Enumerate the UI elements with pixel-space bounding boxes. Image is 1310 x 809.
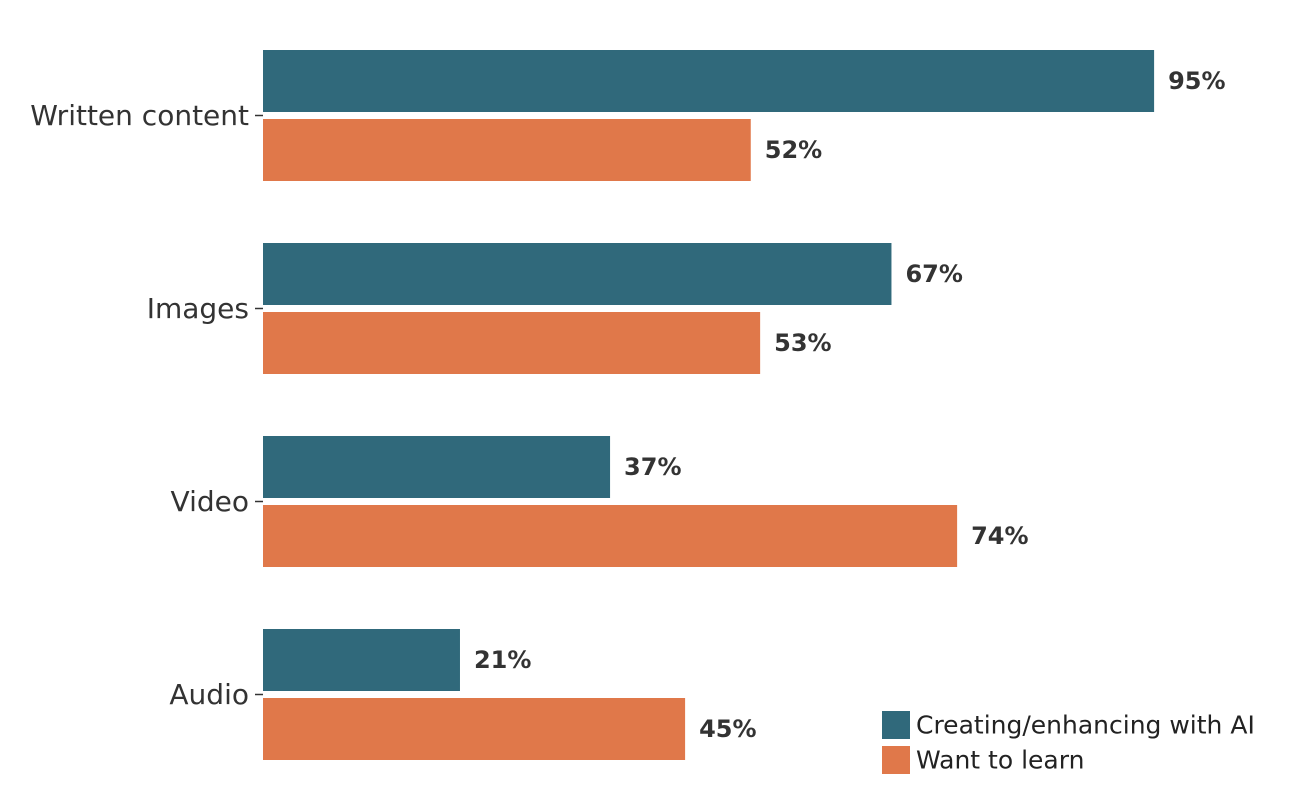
data-label: 74%: [971, 522, 1028, 550]
category-label: Written content: [30, 99, 249, 132]
bar-want-to-learn: [263, 505, 958, 567]
bars-layer: 95% 52% 67% 53% 37% 74% 21% 45%: [263, 50, 1226, 760]
bar-want-to-learn: [263, 119, 751, 181]
bar-creating: [263, 243, 892, 305]
category-label: Video: [171, 485, 249, 518]
bar-creating: [263, 50, 1155, 112]
legend-swatch: [882, 746, 910, 774]
legend-label: Creating/enhancing with AI: [916, 711, 1255, 740]
legend-swatch: [882, 711, 910, 739]
category-label: Images: [147, 292, 249, 325]
category-label: Audio: [169, 678, 249, 711]
data-label: 67%: [905, 260, 962, 288]
data-label: 53%: [774, 329, 831, 357]
data-label: 37%: [624, 453, 681, 481]
bar-creating: [263, 629, 460, 691]
bar-want-to-learn: [263, 312, 761, 374]
data-label: 52%: [765, 136, 822, 164]
data-label: 21%: [474, 646, 531, 674]
legend: Creating/enhancing with AI Want to learn: [882, 711, 1255, 775]
data-label: 45%: [699, 715, 756, 743]
data-label: 95%: [1168, 67, 1225, 95]
bar-want-to-learn: [263, 698, 686, 760]
category-axis: Written content Images Video Audio: [30, 99, 263, 711]
bar-creating: [263, 436, 611, 498]
legend-label: Want to learn: [916, 746, 1084, 775]
